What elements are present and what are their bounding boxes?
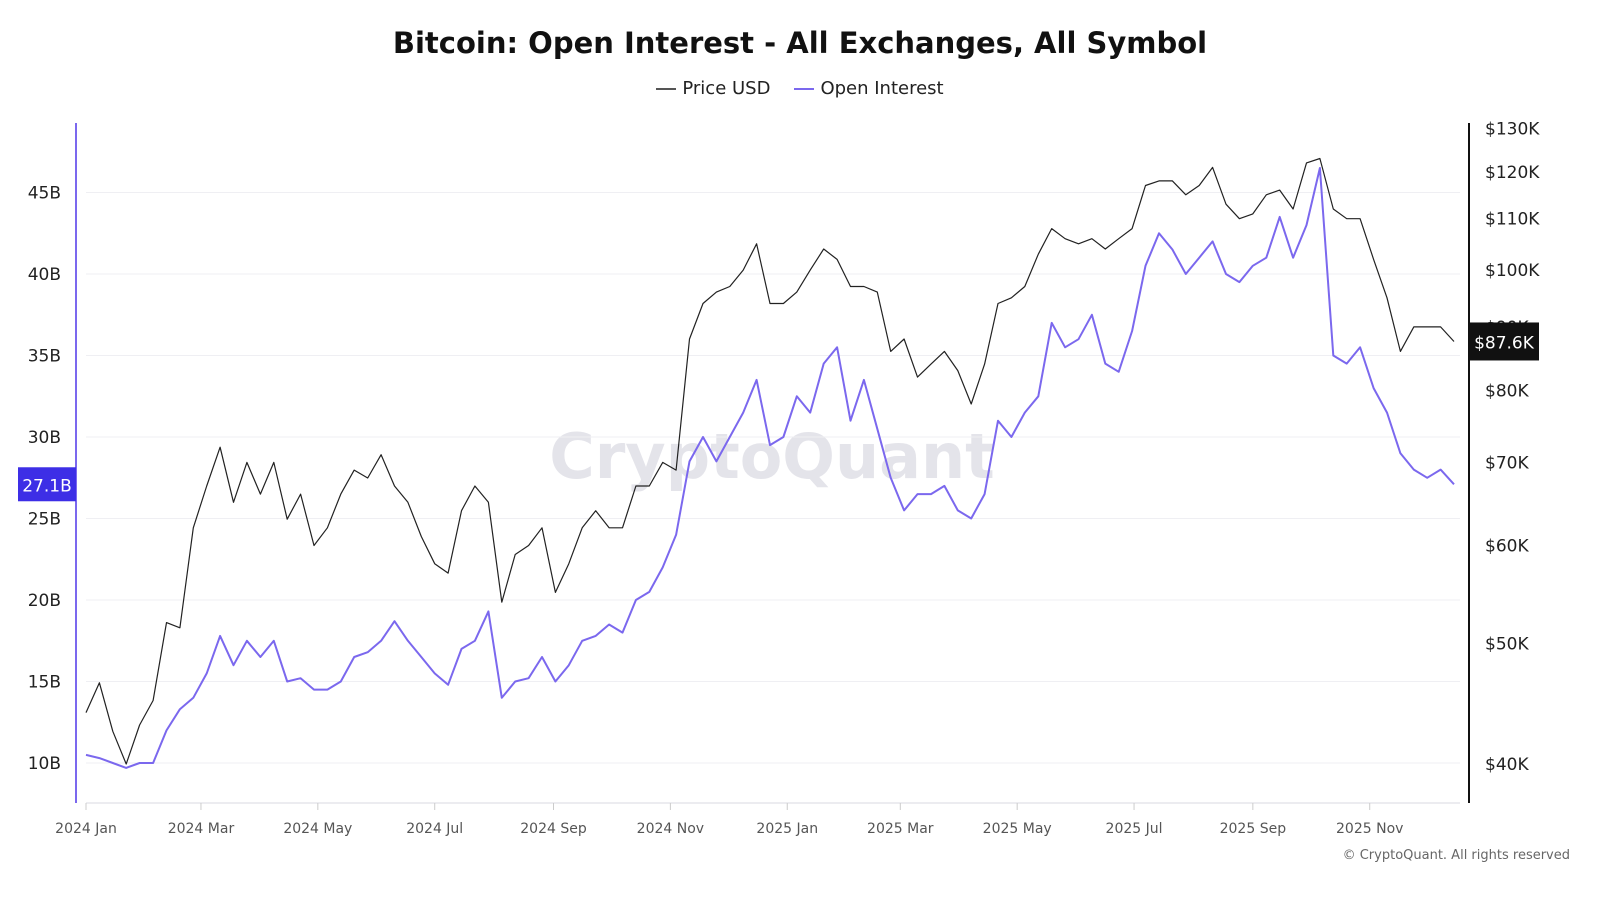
x-tick-label: 2025 Jul [1106,821,1163,837]
watermark: CryptoQuant [549,420,995,493]
left-tick-label: 25B [28,510,61,530]
right-tick-label: $80K [1485,381,1529,401]
right-tick-label: $60K [1485,536,1529,556]
right-tick-label: $40K [1485,755,1529,775]
x-tick-label: 2024 May [283,821,352,837]
left-tick-label: 10B [28,754,61,774]
legend-swatch-open-interest [794,87,815,90]
legend-label-open-interest: Open Interest [820,78,944,99]
right-tick-label: $110K [1485,210,1540,230]
left-tick-label: 20B [28,591,61,611]
copyright-footer: © CryptoQuant. All rights reserved [1342,848,1570,863]
left-tick-label: 15B [28,673,61,693]
x-tick-label: 2025 May [983,821,1052,837]
left-tick-label: 45B [28,184,61,204]
x-tick-label: 2024 Jan [55,821,117,837]
x-tick-label: 2025 Nov [1336,821,1403,837]
series-line-price-usd [85,157,1455,765]
x-tick-label: 2024 Nov [637,821,704,837]
current-price-label: $87.6K [1474,333,1535,353]
right-tick-label: $130K [1485,120,1540,140]
left-tick-label: 40B [28,265,61,285]
x-tick-label: 2024 Mar [168,821,235,837]
legend-swatch-price [656,87,677,90]
left-tick-label: 30B [28,428,61,448]
legend-item-price[interactable]: Price USD [656,78,770,99]
x-tick-label: 2024 Jul [406,821,463,837]
right-tick-label: $50K [1485,635,1529,655]
legend-item-open-interest[interactable]: Open Interest [794,78,944,99]
x-tick-label: 2024 Sep [520,821,587,837]
current-oi-badge [18,467,76,502]
right-tick-label: $100K [1485,261,1540,281]
x-tick-label: 2025 Mar [867,821,934,837]
series-line-open-interest [85,167,1455,769]
legend: Price USD Open Interest [0,78,1600,99]
right-tick-label: $120K [1485,163,1540,183]
legend-label-price: Price USD [682,78,771,99]
left-tick-label: 35B [28,347,61,367]
current-oi-label: 27.1B [22,476,72,496]
chart-title: Bitcoin: Open Interest - All Exchanges, … [392,26,1208,60]
right-tick-label: $70K [1485,453,1529,473]
x-tick-label: 2025 Jan [756,821,818,837]
x-tick-label: 2025 Sep [1220,821,1287,837]
current-price-badge [1469,322,1539,361]
